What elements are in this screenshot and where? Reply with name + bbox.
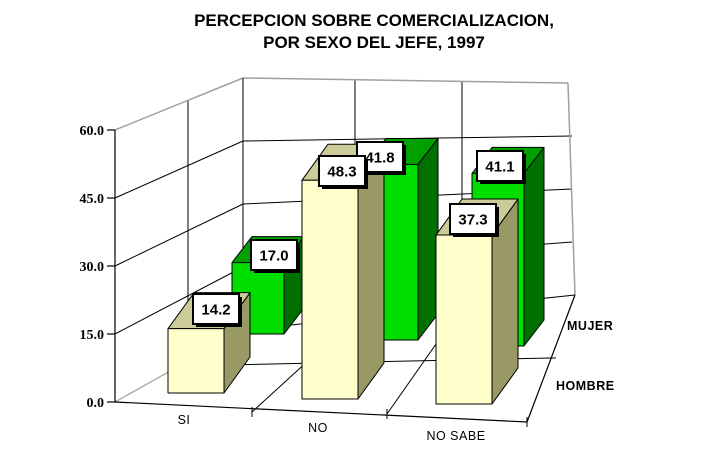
- series-label-mujer: MUJER: [567, 319, 613, 333]
- value-label-mujer-si: 17.0: [250, 239, 300, 273]
- value-label-text: 41.1: [485, 159, 514, 176]
- value-label-text: 14.2: [201, 302, 230, 319]
- value-label-text: 17.0: [259, 248, 288, 265]
- value-label-hombre-si: 14.2: [192, 293, 242, 327]
- y-tick-label: 0.0: [87, 396, 105, 411]
- gridline-leftwall: [114, 140, 244, 199]
- wall-top-edge: [242, 77, 569, 84]
- wall-top-left-edge: [114, 77, 244, 131]
- y-tick-label: 30.0: [80, 260, 105, 275]
- category-axis: [114, 401, 528, 423]
- bar-side-face: [523, 146, 545, 347]
- bar-front-face: [301, 179, 359, 400]
- value-label-text: 37.3: [458, 212, 487, 229]
- value-label-mujer-no-sabe: 41.1: [476, 150, 526, 184]
- y-tick-label: 45.0: [80, 192, 105, 207]
- wall-right-edge: [567, 82, 576, 296]
- chart-title-line2: POR SEXO DEL JEFE, 1997: [263, 33, 485, 52]
- category-label-si: SI: [178, 413, 191, 427]
- series-label-hombre: HOMBRE: [556, 379, 615, 393]
- gridline-leftwall: [114, 203, 244, 267]
- y-tick-label: 60.0: [80, 124, 105, 139]
- category-label-no-sabe: NO SABE: [426, 429, 485, 443]
- y-tick-label: 15.0: [80, 328, 105, 343]
- value-label-text: 41.8: [365, 150, 394, 167]
- chart-title: PERCEPCION SOBRE COMERCIALIZACION, POR S…: [40, 10, 708, 54]
- category-label-no: NO: [308, 421, 328, 435]
- bar-side-face: [417, 137, 439, 341]
- value-label-hombre-no: 48.3: [318, 155, 368, 189]
- gridline-leftwall: [114, 266, 244, 335]
- chart-title-line1: PERCEPCION SOBRE COMERCIALIZACION,: [194, 11, 554, 30]
- bar-front-face: [435, 234, 493, 405]
- value-label-hombre-no-sabe: 37.3: [449, 203, 499, 237]
- value-label-text: 48.3: [327, 164, 356, 181]
- bar-front-face: [167, 328, 225, 394]
